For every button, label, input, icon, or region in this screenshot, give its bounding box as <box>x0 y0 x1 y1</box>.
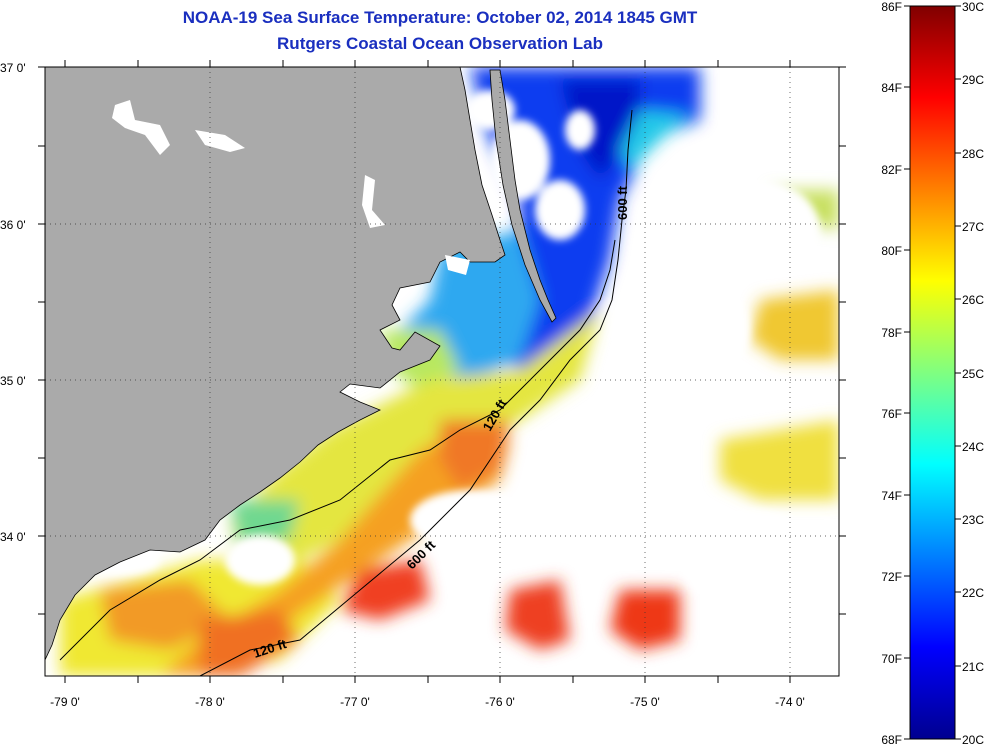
outer-banks <box>489 69 557 323</box>
fahrenheit-label: 68F <box>881 733 902 747</box>
lon-label: -75 0' <box>630 695 660 709</box>
land-mass <box>45 67 506 661</box>
fahrenheit-label: 72F <box>881 570 902 584</box>
fahrenheit-label: 84F <box>881 81 902 95</box>
color-scale-gradient <box>909 5 956 740</box>
axis-ticks <box>38 60 846 683</box>
color-scale-bar: 86F 84F 82F 80F 78F 76F 74F 72F 70F 68F … <box>881 0 984 747</box>
fahrenheit-label: 70F <box>881 652 902 666</box>
fahrenheit-label: 74F <box>881 489 902 503</box>
fahrenheit-label: 76F <box>881 407 902 421</box>
contour-120ft <box>59 239 616 661</box>
map-subtitle: Rutgers Coastal Ocean Observation Lab <box>277 34 603 53</box>
celsius-label: 24C <box>962 440 984 454</box>
lat-label: 34 0' <box>0 530 26 544</box>
celsius-label: 26C <box>962 293 984 307</box>
lon-label: -79 0' <box>50 695 80 709</box>
contour-label-600ft-north: 600 ft <box>615 185 630 220</box>
lon-label: -76 0' <box>485 695 515 709</box>
fahrenheit-label: 82F <box>881 163 902 177</box>
map-frame <box>44 66 840 677</box>
map-area <box>45 67 839 676</box>
fahrenheit-label: 80F <box>881 244 902 258</box>
sst-field <box>60 67 839 676</box>
celsius-label: 21C <box>962 660 984 674</box>
lon-label: -74 0' <box>775 695 805 709</box>
fahrenheit-label: 78F <box>881 326 902 340</box>
celsius-label: 28C <box>962 147 984 161</box>
inland-lake <box>112 100 170 155</box>
celsius-label: 25C <box>962 367 984 381</box>
lat-label: 35 0' <box>0 374 26 388</box>
inland-lake <box>195 130 245 152</box>
celsius-label: 20C <box>962 733 984 747</box>
celsius-label: 29C <box>962 73 984 87</box>
fahrenheit-label: 86F <box>881 0 902 14</box>
celsius-label: 30C <box>962 0 984 14</box>
celsius-label: 22C <box>962 586 984 600</box>
lat-label: 36 0' <box>0 218 26 232</box>
lat-label: 37 0' <box>0 61 26 75</box>
cloud-mask <box>80 90 820 610</box>
lon-label: -78 0' <box>195 695 225 709</box>
lon-label: -77 0' <box>340 695 370 709</box>
celsius-label: 23C <box>962 513 984 527</box>
sound-water <box>362 175 385 228</box>
celsius-label: 27C <box>962 220 984 234</box>
sound-water <box>445 255 470 275</box>
map-title: NOAA-19 Sea Surface Temperature: October… <box>182 8 698 27</box>
